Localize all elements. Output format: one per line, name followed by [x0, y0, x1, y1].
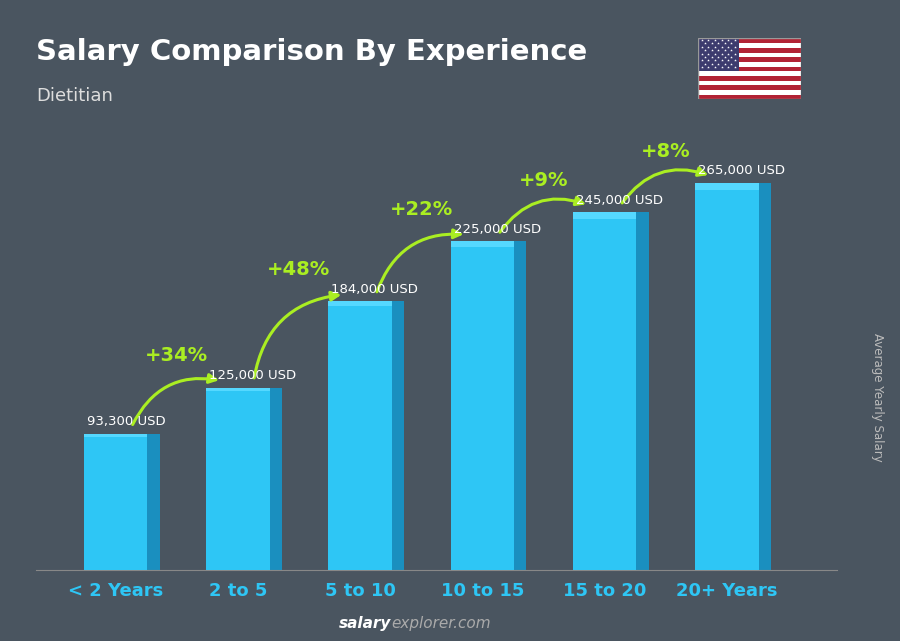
Bar [698, 62, 801, 67]
Text: 225,000 USD: 225,000 USD [454, 223, 541, 236]
FancyArrowPatch shape [377, 230, 460, 292]
Text: +34%: +34% [145, 346, 208, 365]
Bar [698, 48, 801, 53]
Text: Salary Comparison By Experience: Salary Comparison By Experience [36, 38, 587, 67]
Bar [698, 90, 801, 95]
Bar [514, 242, 526, 570]
Bar [698, 71, 801, 76]
Text: 184,000 USD: 184,000 USD [331, 283, 418, 296]
Text: 265,000 USD: 265,000 USD [698, 164, 786, 178]
Bar [451, 242, 514, 247]
Bar [695, 183, 759, 570]
Bar [451, 242, 514, 570]
Text: 245,000 USD: 245,000 USD [576, 194, 663, 206]
Text: explorer.com: explorer.com [392, 617, 491, 631]
Text: 125,000 USD: 125,000 USD [209, 369, 296, 382]
Bar [698, 57, 801, 62]
FancyArrowPatch shape [622, 168, 706, 203]
Bar [328, 301, 392, 306]
Bar [270, 388, 282, 570]
Bar [698, 76, 801, 81]
Bar [698, 43, 801, 48]
Bar [392, 301, 404, 570]
Bar [84, 434, 148, 437]
Bar [206, 388, 270, 570]
Bar [328, 301, 392, 570]
Bar [695, 183, 759, 190]
Bar [759, 183, 771, 570]
Text: +48%: +48% [267, 260, 330, 279]
Bar [698, 53, 801, 57]
Text: +9%: +9% [518, 171, 568, 190]
Text: +8%: +8% [641, 142, 690, 161]
Bar [206, 388, 270, 391]
Bar [698, 81, 801, 85]
Bar [636, 212, 649, 570]
FancyArrowPatch shape [500, 197, 583, 232]
FancyArrowPatch shape [132, 374, 216, 424]
Bar [698, 85, 801, 90]
Text: Dietitian: Dietitian [36, 87, 112, 104]
Bar [573, 212, 636, 570]
Text: Average Yearly Salary: Average Yearly Salary [871, 333, 884, 462]
Text: salary: salary [339, 617, 392, 631]
FancyArrowPatch shape [254, 292, 338, 378]
Bar [573, 212, 636, 219]
Text: +22%: +22% [390, 200, 453, 219]
Bar [148, 434, 159, 570]
Bar [698, 95, 801, 99]
Bar [698, 38, 801, 43]
Bar [84, 434, 148, 570]
Text: 93,300 USD: 93,300 USD [87, 415, 166, 428]
Bar [698, 38, 739, 71]
Bar [698, 67, 801, 71]
